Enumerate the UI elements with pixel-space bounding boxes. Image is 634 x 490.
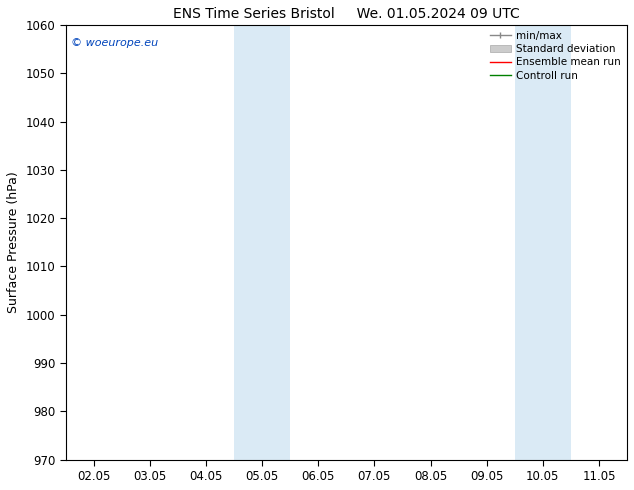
Y-axis label: Surface Pressure (hPa): Surface Pressure (hPa) xyxy=(7,172,20,313)
Bar xyxy=(515,25,543,460)
Bar xyxy=(262,25,290,460)
Title: ENS Time Series Bristol     We. 01.05.2024 09 UTC: ENS Time Series Bristol We. 01.05.2024 0… xyxy=(173,7,520,21)
Bar xyxy=(543,25,571,460)
Legend: min/max, Standard deviation, Ensemble mean run, Controll run: min/max, Standard deviation, Ensemble me… xyxy=(486,27,625,85)
Bar xyxy=(234,25,262,460)
Text: © woeurope.eu: © woeurope.eu xyxy=(71,38,158,48)
